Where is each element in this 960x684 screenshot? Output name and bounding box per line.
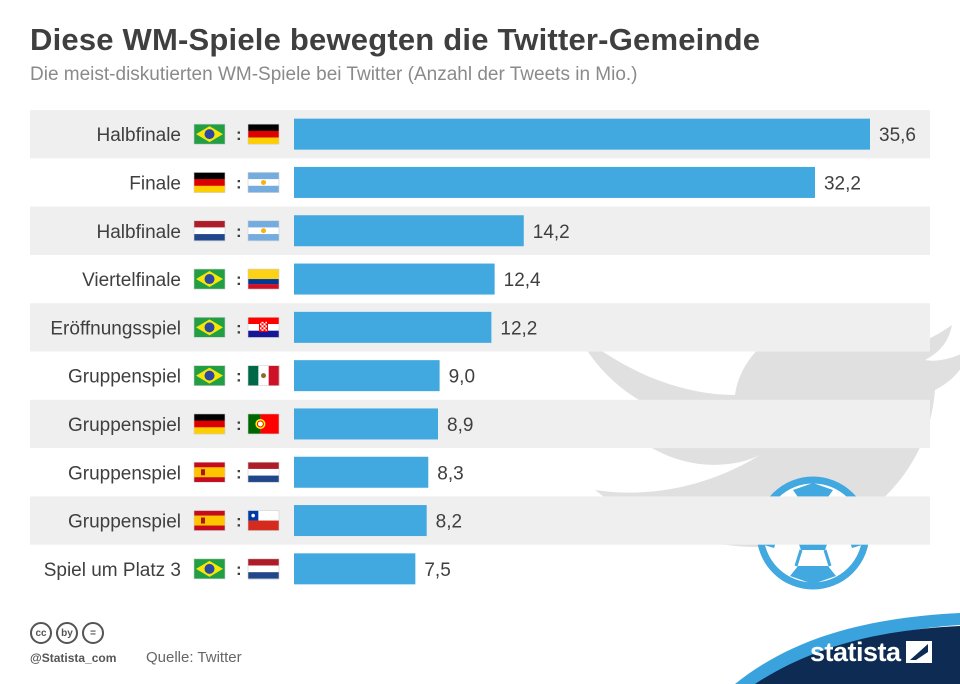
source-note: Quelle: Twitter — [146, 649, 242, 666]
category-label: Finale — [129, 173, 181, 194]
statista-brand: statista — [810, 637, 901, 667]
match-separator: : — [236, 367, 242, 386]
match-separator: : — [236, 125, 242, 144]
page-subtitle: Die meist-diskutierten WM-Spiele bei Twi… — [30, 64, 638, 85]
bar — [294, 263, 495, 295]
flag-argentina-icon — [247, 172, 280, 193]
value-label: 8,3 — [437, 463, 463, 484]
flag-brazil-icon — [193, 317, 226, 338]
flag-germany-icon — [193, 172, 226, 193]
value-label: 12,4 — [504, 270, 541, 291]
value-label: 7,5 — [424, 560, 450, 581]
chart-rows: Halbfinale: 35,6 Finale: 32,2 Halbfinale: 14,… — [30, 110, 930, 585]
match-separator: : — [236, 222, 242, 241]
value-label: 8,2 — [436, 512, 462, 533]
flag-germany-icon — [193, 413, 226, 435]
bar — [294, 311, 492, 343]
chart-row: Eröffnungsspiel: 12,2 — [30, 303, 930, 352]
chart-row: Finale: 32,2 — [129, 166, 861, 198]
value-label: 9,0 — [449, 367, 475, 388]
category-label: Gruppenspiel — [68, 463, 181, 484]
flag-spain-icon — [193, 461, 226, 483]
license-icons: cc by = — [30, 622, 104, 644]
match-separator: : — [236, 173, 242, 192]
bar — [294, 360, 440, 392]
category-label: Viertelfinale — [82, 270, 181, 291]
flag-brazil-icon — [193, 123, 226, 145]
flag-colombia-icon — [247, 268, 280, 290]
value-label: 14,2 — [533, 222, 570, 243]
bar — [294, 553, 416, 585]
statista-logo-icon — [906, 641, 932, 663]
category-label: Gruppenspiel — [68, 367, 181, 388]
statista-handle: @Statista_com — [30, 651, 117, 665]
cc-license-icon: cc — [30, 622, 52, 644]
flag-brazil-icon — [193, 365, 226, 386]
footer-wave — [735, 613, 960, 684]
flag-chile-icon — [247, 510, 280, 531]
flag-netherlands-icon — [193, 220, 226, 242]
bar — [294, 505, 427, 537]
value-label: 35,6 — [879, 125, 916, 146]
flag-brazil-icon — [193, 268, 226, 290]
chart-row: Viertelfinale: 12,4 — [82, 263, 541, 295]
page-title: Diese WM-Spiele bewegten die Twitter-Gem… — [30, 22, 761, 57]
chart-row: Gruppenspiel: 8,3 — [68, 456, 464, 488]
match-separator: : — [236, 512, 242, 531]
value-label: 32,2 — [824, 173, 861, 194]
flag-mexico-icon — [247, 365, 280, 386]
chart-row: Gruppenspiel: 8,9 — [30, 399, 930, 449]
flag-netherlands-icon — [247, 558, 280, 580]
category-label: Halbfinale — [97, 125, 182, 146]
chart-row: Halbfinale: 35,6 — [30, 110, 930, 159]
category-label: Halbfinale — [97, 222, 182, 243]
flag-brazil-icon — [193, 558, 226, 580]
flag-croatia-icon — [247, 317, 280, 338]
chart-row: Spiel um Platz 3: 7,5 — [44, 553, 451, 585]
bar — [294, 118, 870, 150]
flag-portugal-icon — [247, 413, 280, 435]
row-stripe — [30, 496, 930, 545]
bar — [294, 166, 815, 198]
chart-row: Gruppenspiel: 8,2 — [30, 496, 930, 545]
category-label: Gruppenspiel — [68, 415, 181, 436]
background-decoration — [575, 317, 960, 590]
category-label: Gruppenspiel — [68, 512, 181, 533]
bar — [294, 456, 429, 488]
value-label: 8,9 — [447, 415, 473, 436]
chart-row: Halbfinale: 14,2 — [30, 206, 930, 255]
row-stripe — [30, 399, 930, 449]
attribution-icon: by — [56, 622, 78, 644]
match-separator: : — [236, 463, 242, 482]
category-label: Spiel um Platz 3 — [44, 560, 181, 581]
flag-argentina-icon — [247, 220, 280, 242]
flag-netherlands-icon — [247, 461, 280, 483]
value-label: 12,2 — [500, 318, 537, 339]
match-separator: : — [236, 318, 242, 337]
bar — [294, 215, 524, 247]
bar — [294, 408, 438, 440]
category-label: Eröffnungsspiel — [50, 318, 181, 339]
no-derivatives-icon: = — [82, 622, 104, 644]
match-separator: : — [236, 560, 242, 579]
flag-spain-icon — [193, 510, 226, 531]
match-separator: : — [236, 270, 242, 289]
chart-row: Gruppenspiel: 9,0 — [68, 360, 475, 392]
flag-germany-icon — [247, 123, 280, 145]
footer-wave-dark — [755, 626, 960, 684]
match-separator: : — [236, 415, 242, 434]
